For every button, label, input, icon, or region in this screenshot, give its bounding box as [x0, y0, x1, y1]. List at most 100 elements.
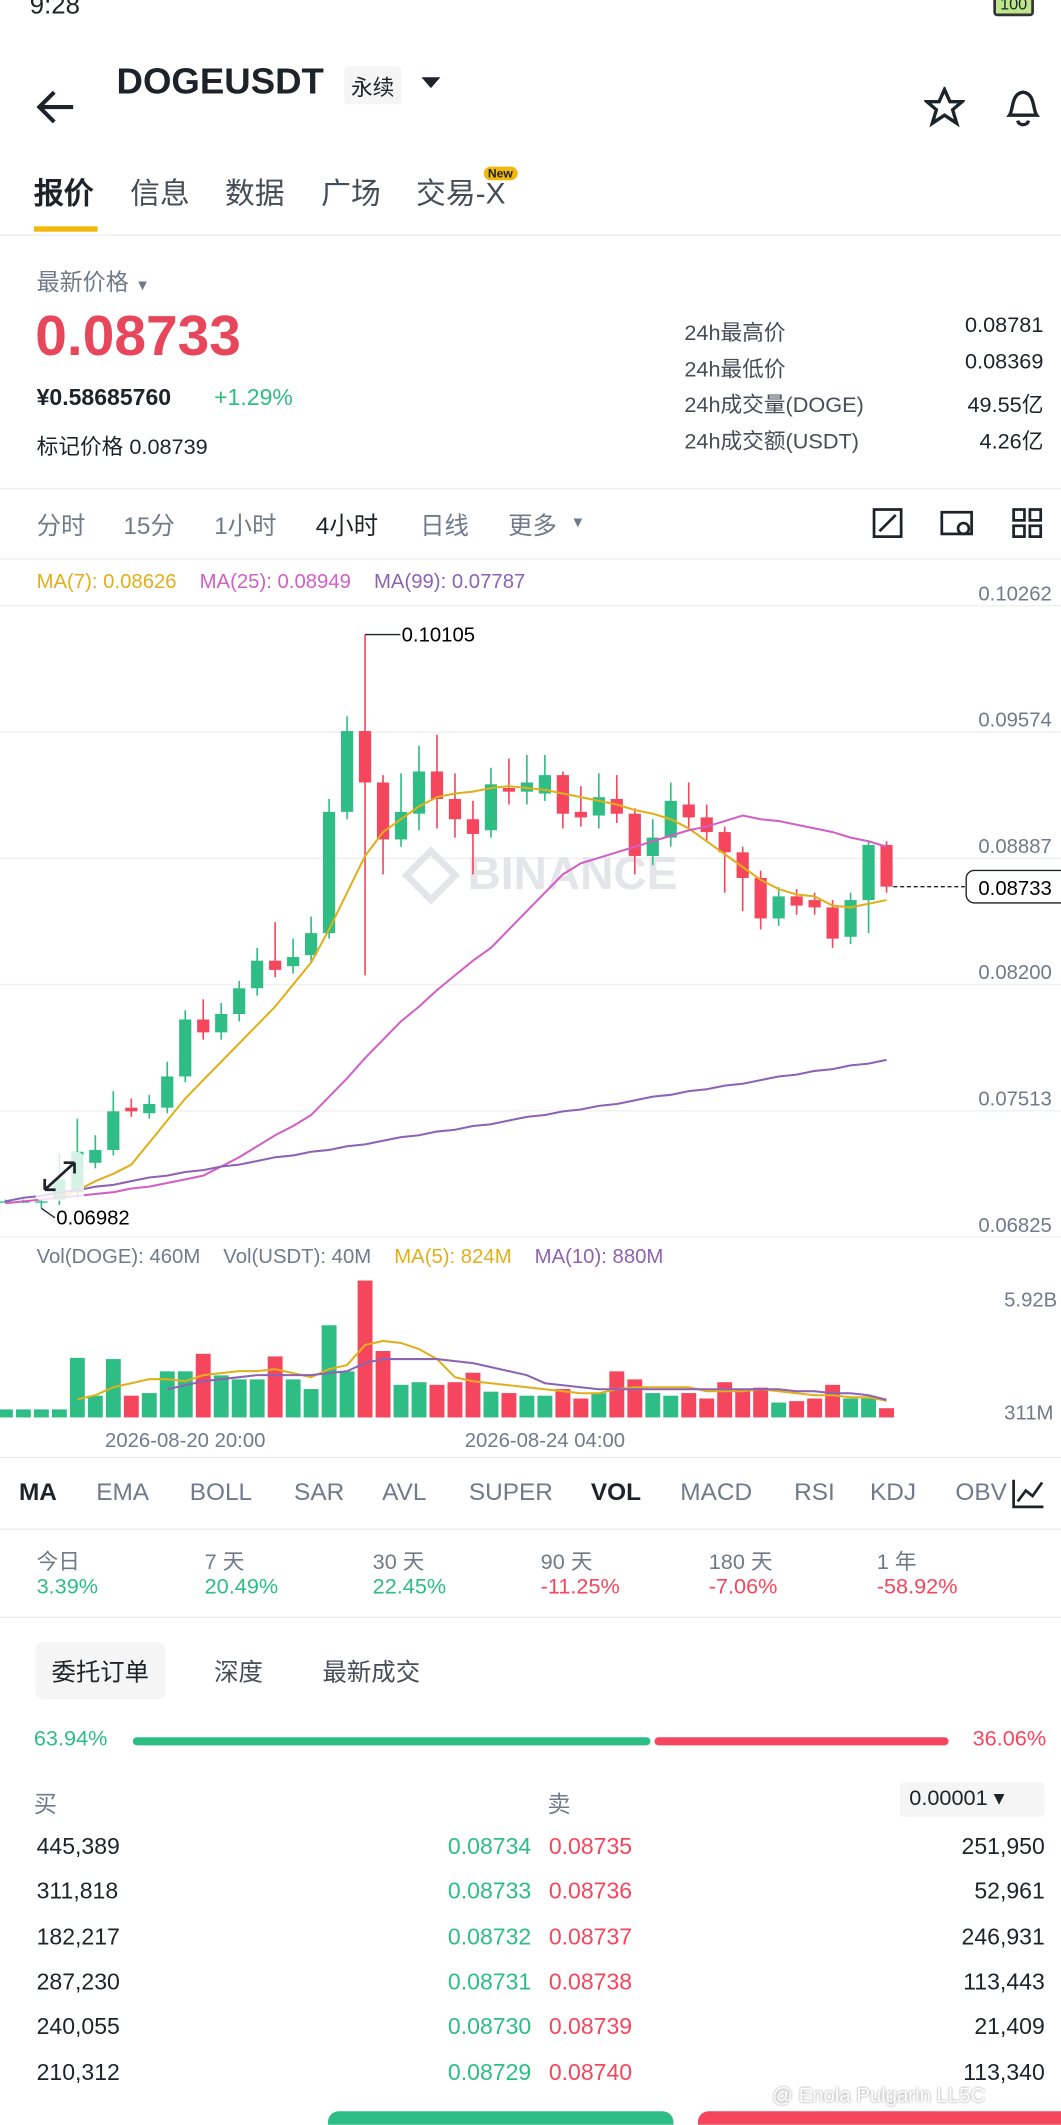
- tab[interactable]: 报价: [33, 176, 94, 211]
- last-price: 0.08733: [35, 303, 241, 368]
- y-tick-label: 0.07513: [978, 1088, 1051, 1110]
- ma-legend: MA(7): 0.08626: [37, 571, 177, 593]
- perf-period: 180 天: [708, 1551, 773, 1575]
- perf-period: 90 天: [540, 1551, 593, 1575]
- vol-legend: Vol(USDT): 40M: [223, 1246, 371, 1268]
- candle-body: [700, 817, 713, 833]
- interval[interactable]: 1小时: [214, 512, 277, 540]
- perf-value: -7.06%: [708, 1575, 778, 1600]
- bid-price: 0.08730: [447, 2013, 532, 2040]
- volume-bar: [123, 1395, 139, 1418]
- chart-watermark: BINANCE: [468, 847, 678, 899]
- volume-bar: [33, 1409, 49, 1418]
- candle-body: [340, 731, 354, 812]
- ma-line: [5, 1058, 887, 1203]
- orderbook-tab[interactable]: 最新成交: [322, 1658, 421, 1686]
- vol-legend: Vol(DOGE): 460M: [37, 1246, 201, 1268]
- interval[interactable]: 15分: [123, 512, 175, 540]
- back-button[interactable]: [35, 89, 76, 124]
- stat-label: 24h最低价: [684, 358, 786, 382]
- indicator-tab[interactable]: AVL: [382, 1478, 427, 1506]
- high-label: 0.10105: [402, 624, 475, 646]
- y-tick-label: 0.09574: [978, 710, 1051, 732]
- price-label-text: 最新价格: [36, 269, 129, 296]
- symbol[interactable]: DOGEUSDT: [116, 60, 324, 102]
- candle-body: [574, 811, 587, 818]
- chart-tools[interactable]: [871, 507, 1047, 542]
- orderbook-tab[interactable]: 深度: [214, 1658, 263, 1686]
- ask-quantity: 251,950: [961, 1833, 1045, 1860]
- volume-bar: [591, 1393, 607, 1418]
- ask-price: 0.08739: [548, 2013, 633, 2040]
- indicator-tab[interactable]: EMA: [96, 1478, 150, 1506]
- volume-bar: [267, 1356, 283, 1418]
- tab[interactable]: 广场: [321, 176, 381, 211]
- indicator-tab[interactable]: SAR: [294, 1478, 345, 1506]
- sell-button[interactable]: [697, 2111, 1061, 2125]
- vol-tick-label: 311M: [1004, 1402, 1053, 1424]
- volume-bar: [159, 1371, 175, 1418]
- buy-header: 买: [33, 1791, 57, 1818]
- volume-bar: [483, 1391, 499, 1418]
- volume-bar: [249, 1379, 265, 1418]
- precision-select[interactable]: 0.00001 ▾: [899, 1781, 1045, 1818]
- volume-bar: [231, 1379, 247, 1418]
- interval[interactable]: 日线: [420, 512, 469, 540]
- price-label: 最新价格 ▼: [36, 269, 150, 296]
- bid-price: 0.08729: [447, 2059, 532, 2085]
- perf-period: 今日: [36, 1551, 80, 1575]
- tab[interactable]: 交易-X: [416, 176, 506, 211]
- ask-quantity: 246,931: [961, 1923, 1045, 1950]
- y-tick-label: 0.08200: [978, 962, 1051, 984]
- candle-body: [197, 1019, 210, 1033]
- volume-bar: [843, 1398, 859, 1418]
- divider: [0, 558, 1061, 560]
- vol-legend: MA(5): 824M: [394, 1246, 511, 1268]
- volume-bar: [573, 1398, 589, 1418]
- volume-bar: [699, 1398, 715, 1418]
- candle-body: [376, 782, 390, 840]
- interval[interactable]: 更多: [508, 512, 557, 540]
- volume-bar: [771, 1402, 787, 1418]
- candle-body: [269, 960, 282, 970]
- buy-button[interactable]: [327, 2111, 674, 2125]
- last-price-label: 0.08733: [978, 878, 1051, 900]
- interval[interactable]: 分时: [36, 512, 86, 540]
- candle-body: [484, 784, 498, 831]
- indicator-tab[interactable]: RSI: [794, 1478, 835, 1506]
- indicator-tab[interactable]: BOLL: [189, 1478, 253, 1506]
- volume-bar: [879, 1408, 895, 1418]
- ask-quantity: 113,443: [963, 1968, 1045, 1995]
- tab[interactable]: 信息: [130, 176, 190, 211]
- watermark-logo: [401, 846, 461, 905]
- indicator-tab[interactable]: OBV: [955, 1478, 1007, 1506]
- more-arrow: ▼: [570, 514, 586, 532]
- indicator-settings[interactable]: [1011, 1477, 1046, 1510]
- perf-period: 7 天: [204, 1551, 245, 1575]
- interval[interactable]: 4小时: [315, 512, 379, 540]
- dropdown[interactable]: [420, 76, 442, 90]
- tab[interactable]: 数据: [224, 176, 285, 211]
- indicator-tab[interactable]: MA: [18, 1478, 57, 1506]
- volume-bar: [753, 1387, 769, 1418]
- indicator-tab[interactable]: VOL: [590, 1478, 641, 1506]
- orderbook-tab[interactable]: 委托订单: [35, 1642, 166, 1700]
- favorite[interactable]: [924, 86, 965, 128]
- divider: [0, 1456, 1061, 1459]
- divider: [0, 1616, 1061, 1618]
- bid-quantity: 445,389: [36, 1833, 120, 1860]
- candle-body: [718, 832, 731, 853]
- ma-line: [5, 814, 887, 1205]
- candle-body: [107, 1111, 120, 1150]
- divider: [0, 1528, 1061, 1530]
- indicator-tab[interactable]: MACD: [680, 1478, 753, 1506]
- candle-body: [143, 1104, 156, 1114]
- volume-bar: [321, 1325, 337, 1418]
- alert[interactable]: [1003, 85, 1044, 128]
- sell-ratio: 36.06%: [972, 1727, 1047, 1751]
- indicator-tab[interactable]: SUPER: [468, 1478, 553, 1506]
- indicator-tab[interactable]: KDJ: [869, 1478, 917, 1506]
- ask-price: 0.08735: [548, 1833, 633, 1860]
- x-tick-label: 2026-08-20 20:00: [105, 1430, 265, 1452]
